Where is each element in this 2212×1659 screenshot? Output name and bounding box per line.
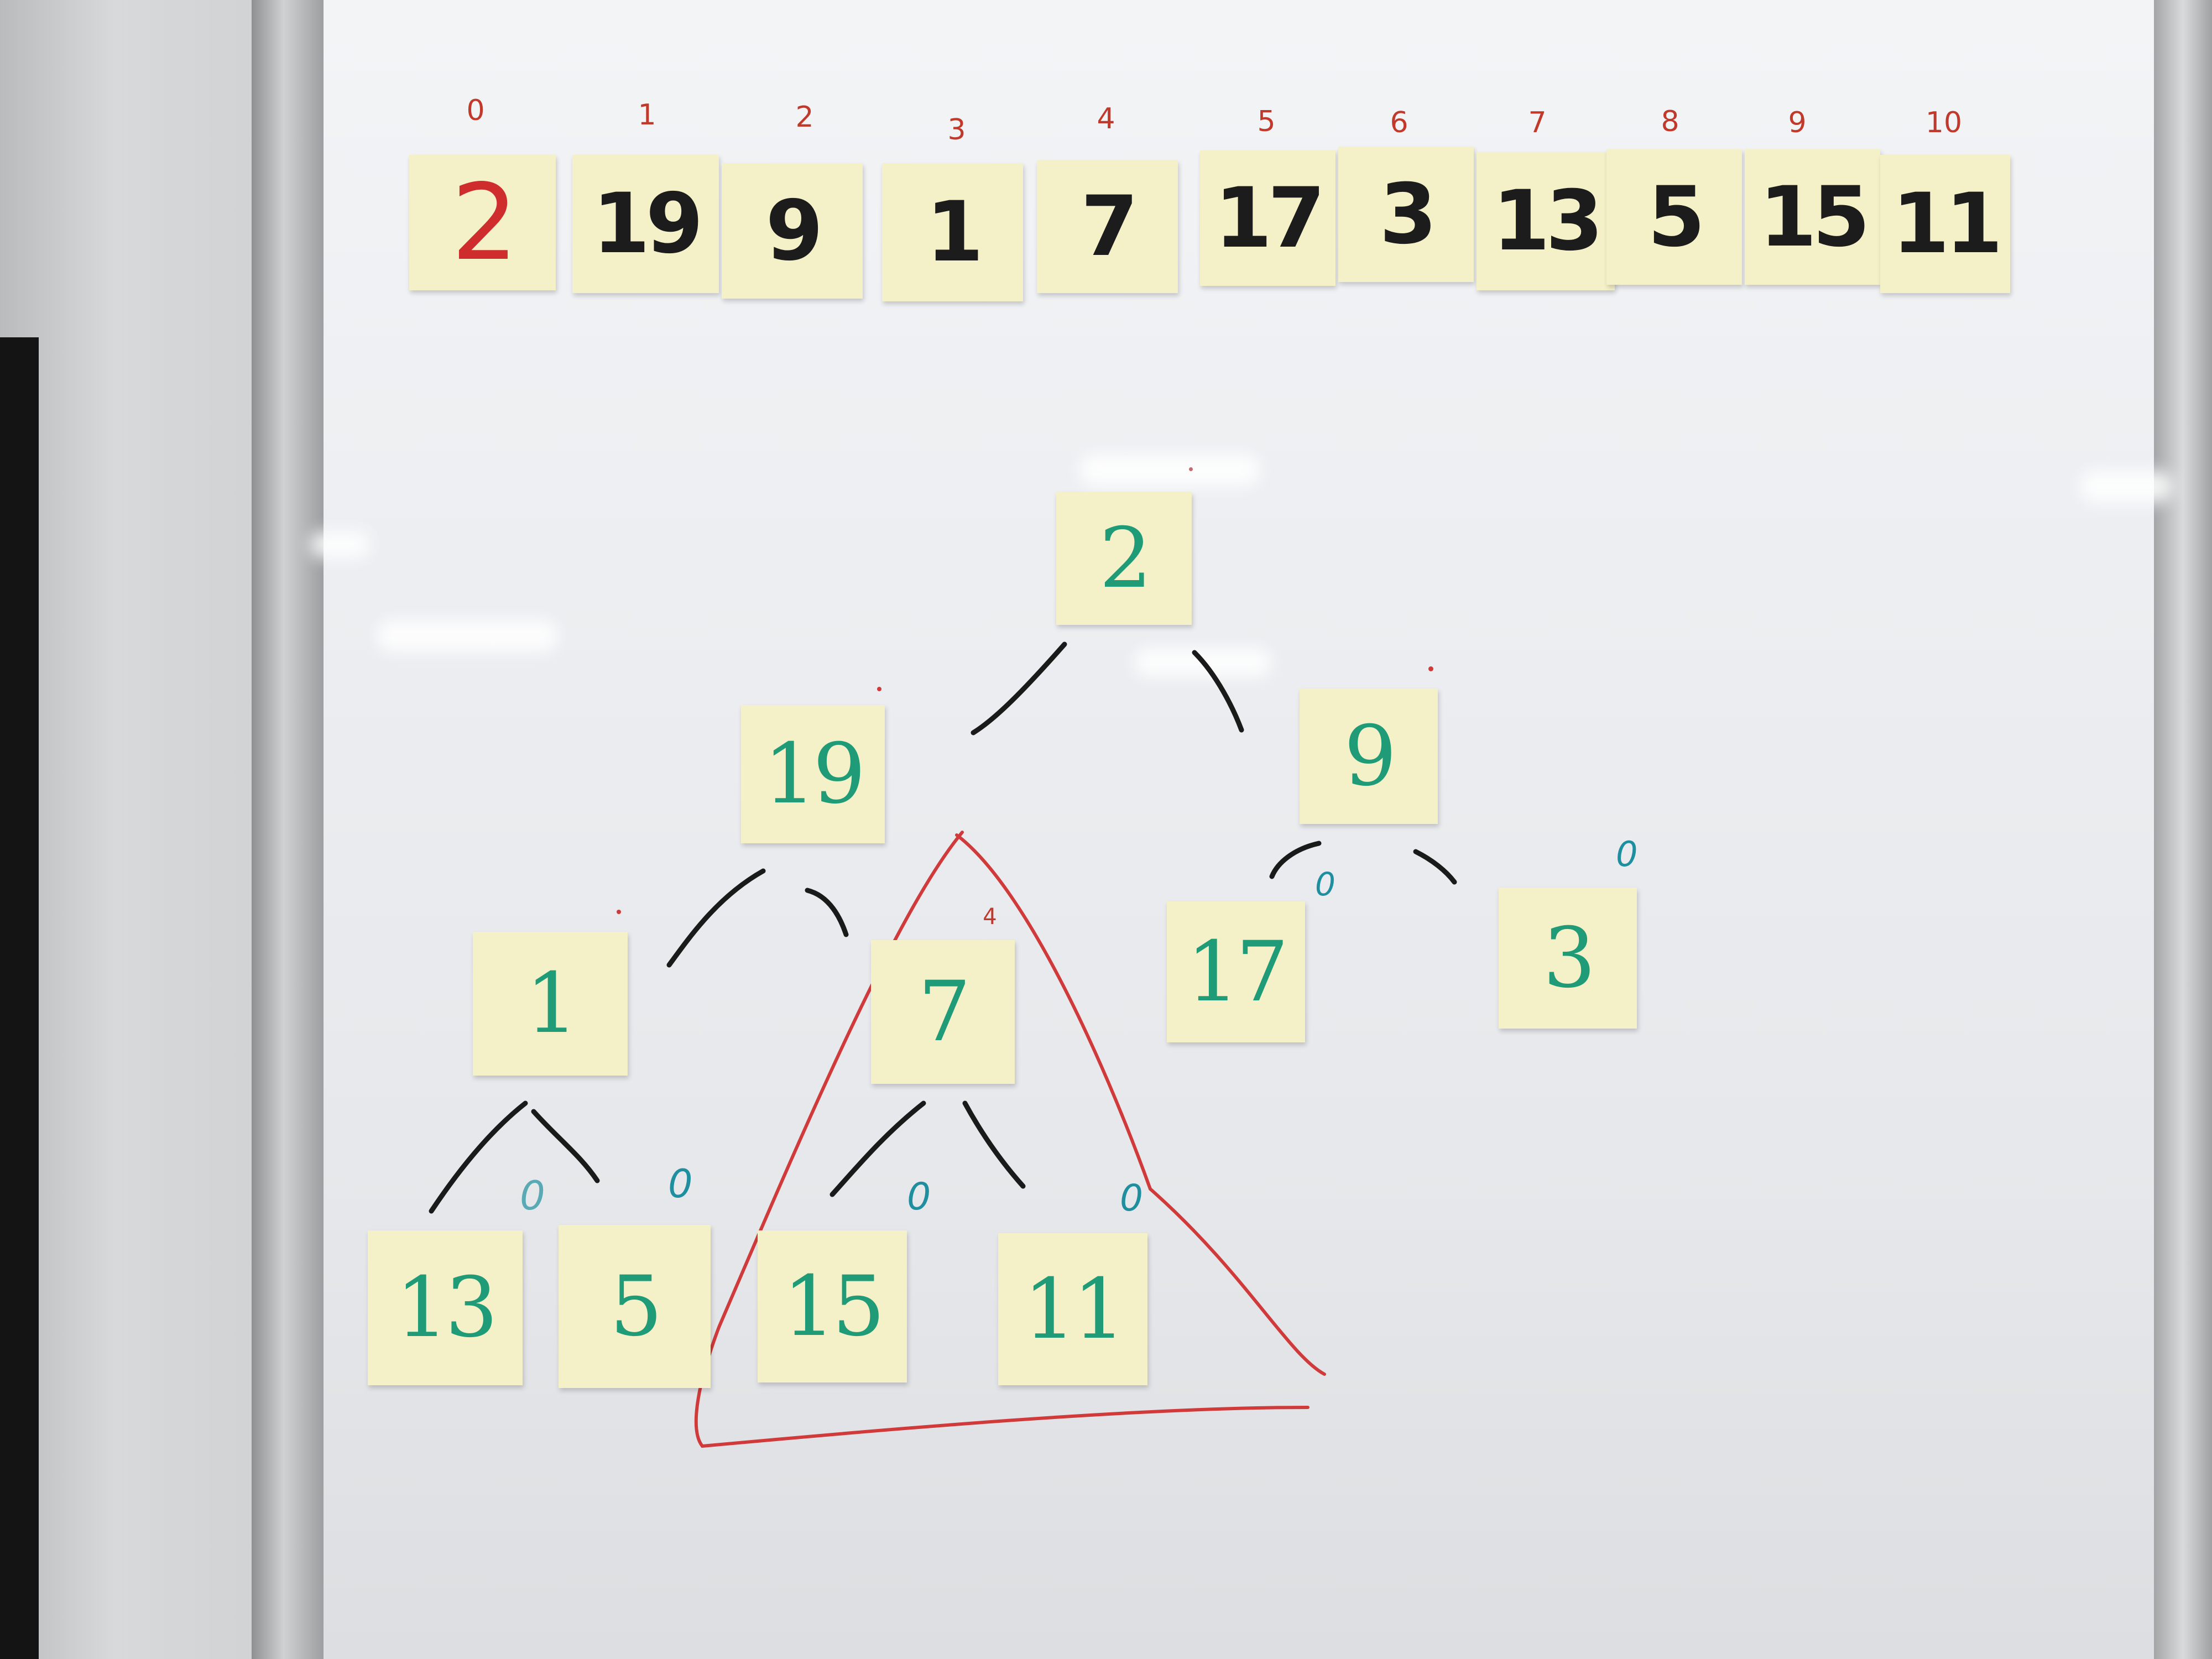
light-reflection xyxy=(2079,470,2173,503)
array-note: 11 xyxy=(1880,155,2010,293)
leaf-marker: 0 xyxy=(1616,834,1638,874)
light-reflection xyxy=(376,619,559,653)
leaf-marker: 0 xyxy=(520,1172,545,1219)
wall xyxy=(0,0,288,1659)
leaf-marker: 0 xyxy=(1315,865,1335,903)
tree-edge xyxy=(1269,841,1322,879)
tree-edge xyxy=(531,1109,600,1183)
tree-edge xyxy=(1192,650,1244,733)
array-index-label: 8 xyxy=(1661,105,1679,138)
array-note: 9 xyxy=(722,163,863,299)
array-note: 3 xyxy=(1338,147,1474,282)
leaf-marker: 0 xyxy=(1120,1177,1143,1219)
array-note: 7 xyxy=(1037,160,1178,293)
array-note: 13 xyxy=(1477,152,1615,290)
tree-node-leaf: 5 xyxy=(559,1225,711,1388)
array-index-label: 2 xyxy=(795,101,814,134)
array-index-label: 9 xyxy=(1788,106,1807,139)
whiteboard-frame-right xyxy=(2154,0,2212,1659)
array-note: 15 xyxy=(1745,149,1880,285)
tree-edge xyxy=(962,1100,1026,1189)
whiteboard-frame-left xyxy=(252,0,324,1659)
tree-node-leaf: 13 xyxy=(368,1230,523,1385)
subtree-triangle xyxy=(694,831,1310,1448)
array-note: 2 xyxy=(409,155,556,290)
leaf-marker: 0 xyxy=(668,1161,693,1207)
tree-edge xyxy=(429,1100,528,1214)
node-index-label: 4 xyxy=(983,904,997,930)
tree-edge xyxy=(971,641,1067,735)
light-reflection xyxy=(310,531,371,559)
array-note: 19 xyxy=(572,155,719,293)
tree-edge xyxy=(1413,849,1457,885)
tree-edge xyxy=(666,868,766,968)
tree-node-root: 2 xyxy=(1056,492,1192,625)
array-note: 5 xyxy=(1606,149,1742,285)
tree-node-leaf: 15 xyxy=(758,1230,907,1383)
red-dot xyxy=(877,687,881,691)
array-index-label: 6 xyxy=(1390,106,1408,139)
array-index-label: 7 xyxy=(1528,106,1547,139)
tree-node: 1 xyxy=(473,932,628,1076)
red-dot xyxy=(617,910,621,914)
array-index-label: 4 xyxy=(1097,102,1115,135)
tree-edge xyxy=(805,888,849,937)
array-index-label: 3 xyxy=(947,113,966,147)
array-note: 17 xyxy=(1200,150,1335,286)
leaf-marker: 0 xyxy=(907,1175,931,1219)
light-reflection xyxy=(1078,453,1261,487)
dark-device-edge xyxy=(0,337,39,1659)
tree-node: 7 xyxy=(871,940,1015,1084)
tree-node: 17 xyxy=(1167,901,1305,1042)
array-note: 1 xyxy=(882,163,1023,301)
array-index-label: 0 xyxy=(466,94,485,127)
array-index-label: 10 xyxy=(1925,106,1963,139)
tree-node: 9 xyxy=(1300,688,1438,824)
tree-edge xyxy=(830,1100,926,1197)
array-index-label: 1 xyxy=(638,98,656,132)
tree-node: 3 xyxy=(1499,888,1637,1029)
subtree-triangle xyxy=(955,833,1326,1376)
array-index-label: 5 xyxy=(1257,105,1276,138)
red-dot xyxy=(1189,467,1193,471)
tree-node-leaf: 11 xyxy=(998,1233,1147,1385)
tree-node: 19 xyxy=(741,705,885,843)
red-dot xyxy=(1428,666,1433,671)
